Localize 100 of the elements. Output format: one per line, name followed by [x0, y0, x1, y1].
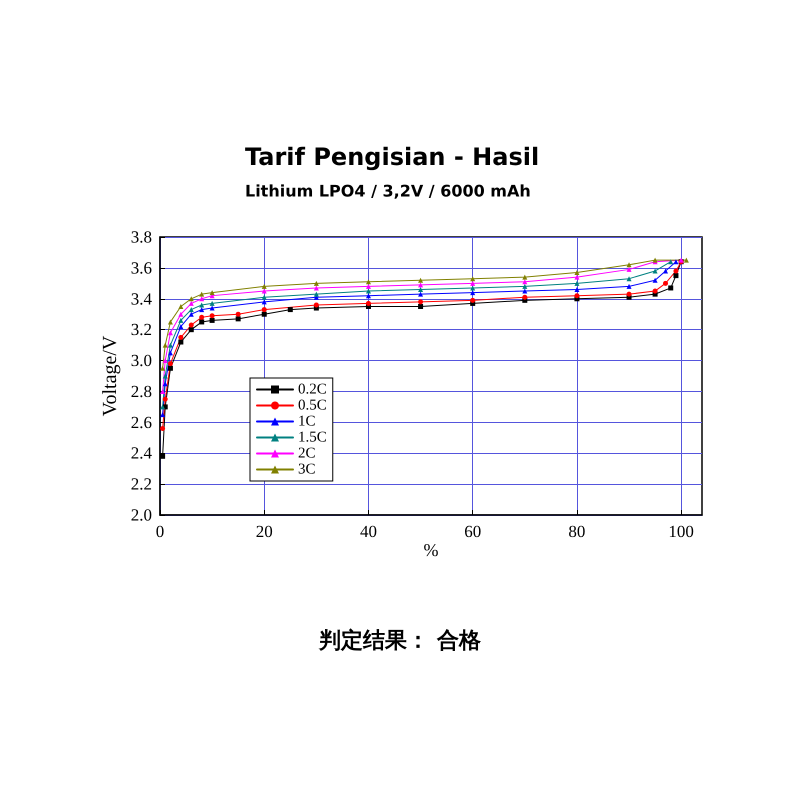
- y-tick-label: 2.0: [130, 506, 152, 524]
- point: [168, 350, 173, 356]
- point: [160, 454, 166, 459]
- point: [668, 285, 674, 290]
- point: [418, 292, 424, 297]
- point: [418, 282, 424, 288]
- point: [178, 340, 184, 345]
- point: [626, 284, 632, 289]
- x-tick-label: 0: [156, 522, 164, 541]
- point: [668, 259, 674, 264]
- text: 判定结果： 合格: [318, 628, 482, 654]
- point: [178, 324, 184, 330]
- legend-label: 1.5C: [298, 430, 327, 446]
- point: [470, 298, 476, 303]
- point: [574, 274, 580, 280]
- x-tick-label: 40: [360, 522, 377, 541]
- y-tick-label: 2.4: [130, 444, 152, 463]
- point: [168, 319, 173, 324]
- point: [168, 330, 173, 336]
- point: [188, 312, 194, 317]
- point: [366, 288, 371, 294]
- point: [262, 284, 267, 289]
- point: [168, 361, 173, 366]
- point: [210, 290, 215, 296]
- point: [236, 312, 241, 317]
- x-tick-label: 60: [464, 522, 482, 541]
- point: [522, 294, 528, 300]
- point: [470, 290, 476, 296]
- y-tick-label: 3.4: [130, 289, 152, 308]
- point: [188, 296, 194, 302]
- point: [168, 366, 173, 371]
- point: [626, 292, 632, 297]
- point: [314, 302, 319, 308]
- point: [652, 288, 658, 294]
- point: [199, 292, 204, 297]
- point: [522, 274, 528, 280]
- point: [574, 270, 580, 276]
- point: [160, 404, 166, 410]
- point: [178, 312, 184, 317]
- point: [262, 294, 267, 300]
- point: [522, 288, 528, 294]
- point: [162, 396, 168, 402]
- y-tick-label: 2.8: [130, 382, 152, 401]
- point: [418, 287, 424, 292]
- point: [210, 306, 215, 311]
- point: [262, 307, 267, 312]
- legend-label: 0.2C: [298, 382, 327, 398]
- point: [188, 307, 194, 312]
- point: [574, 293, 580, 298]
- point: [162, 358, 168, 364]
- point: [236, 316, 241, 322]
- point: [418, 299, 424, 304]
- x-axis-title: %: [424, 540, 438, 560]
- point: [188, 327, 194, 332]
- point: [199, 314, 204, 320]
- x-tick-label: 80: [568, 522, 586, 541]
- y-tick-label: 2.6: [130, 412, 152, 432]
- point: [663, 280, 668, 286]
- point: [418, 304, 424, 309]
- legend-label: 2C: [298, 446, 316, 462]
- point: [626, 276, 632, 282]
- point: [178, 334, 184, 340]
- point: [673, 273, 678, 278]
- y-tick-label: 3.6: [130, 258, 152, 278]
- point: [168, 342, 173, 348]
- point: [199, 296, 204, 302]
- x-tick-label: 100: [668, 522, 694, 541]
- point: [178, 304, 184, 309]
- legend-label: 0.5C: [298, 398, 327, 414]
- point: [684, 258, 689, 263]
- point: [160, 366, 166, 371]
- point: [160, 426, 166, 432]
- point: [188, 300, 194, 306]
- point: [188, 322, 194, 328]
- point: [288, 307, 293, 312]
- y-tick-label: 3.0: [130, 351, 152, 370]
- point: [199, 307, 204, 312]
- y-axis-title: Voltage/V: [98, 335, 121, 416]
- point: [366, 293, 371, 298]
- x-tick-label: 20: [256, 522, 273, 541]
- point: [470, 280, 476, 286]
- point: [210, 318, 215, 323]
- point: [210, 300, 215, 306]
- chart-title: Tarif Pengisian - Hasil: [245, 143, 540, 171]
- point: [160, 388, 166, 394]
- chart-subtitle: Lithium LPO4 / 3,2V / 6000 mAh: [245, 182, 531, 200]
- point: [522, 284, 528, 289]
- point: [262, 299, 267, 304]
- point: [162, 374, 168, 378]
- legend-label: 3C: [298, 462, 316, 478]
- point: [162, 342, 168, 348]
- point: [314, 280, 319, 286]
- point: [366, 300, 371, 306]
- point: [262, 288, 267, 294]
- point: [673, 268, 678, 274]
- point: [418, 278, 424, 283]
- point: [160, 412, 166, 418]
- point: [366, 279, 371, 284]
- point: [652, 278, 658, 283]
- point: [199, 302, 204, 308]
